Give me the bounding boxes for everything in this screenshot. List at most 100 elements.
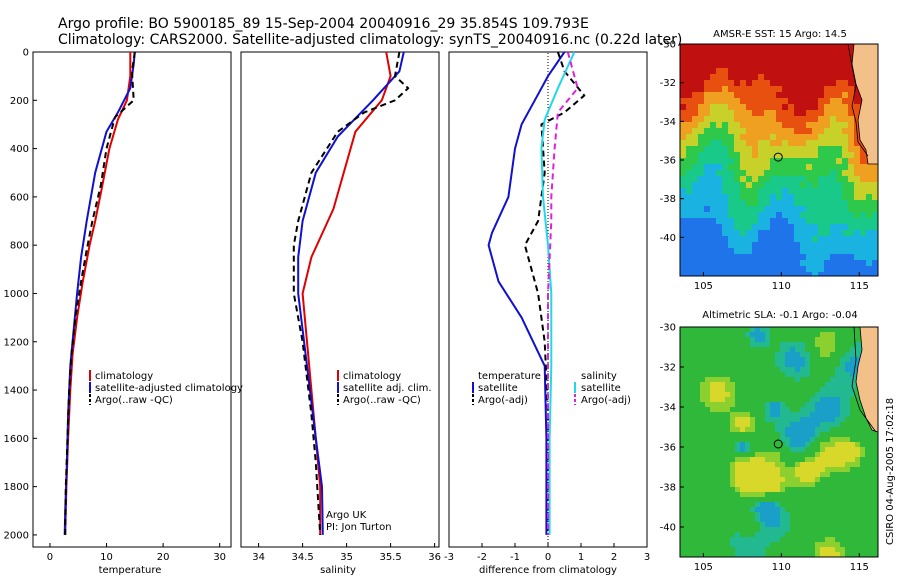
sla-cell	[705, 552, 710, 557]
sla-cell	[855, 327, 860, 332]
sst-cell	[710, 68, 716, 74]
sla-cell	[735, 327, 740, 332]
sst-cell	[776, 152, 782, 158]
sla-cell	[810, 487, 815, 492]
sst-cell	[758, 182, 764, 188]
sla-cell	[720, 422, 725, 427]
sst-cell	[854, 260, 860, 266]
sla-cell	[730, 352, 735, 357]
sla-cell	[770, 522, 775, 527]
sla-cell	[715, 472, 720, 477]
sla-cell	[740, 377, 745, 382]
sla-cell	[845, 432, 850, 437]
sst-cell	[686, 200, 692, 206]
sla-cell	[785, 542, 790, 547]
sst-cell	[746, 182, 752, 188]
sla-cell	[700, 552, 705, 557]
sst-cell	[746, 128, 752, 134]
sst-cell	[776, 98, 782, 104]
sla-cell	[750, 442, 755, 447]
sla-cell	[805, 507, 810, 512]
sst-cell	[782, 188, 788, 194]
sla-cell	[755, 392, 760, 397]
sla-cell	[725, 487, 730, 492]
sst-cell	[794, 266, 800, 272]
sst-cell	[842, 122, 848, 128]
sla-cell	[870, 542, 875, 547]
sst-cell	[860, 152, 866, 158]
sla-cell	[770, 467, 775, 472]
sla-cell	[690, 407, 695, 412]
sst-cell	[740, 62, 746, 68]
sla-cell	[730, 497, 735, 502]
sla-cell	[835, 337, 840, 342]
sst-cell	[836, 62, 842, 68]
sla-cell	[775, 467, 780, 472]
sla-cell	[690, 352, 695, 357]
sla-argo-marker	[773, 439, 783, 449]
sst-cell	[716, 170, 722, 176]
sst-cell	[692, 74, 698, 80]
sst-cell	[860, 218, 866, 224]
sst-cell	[788, 272, 794, 276]
sla-cell	[830, 387, 835, 392]
sst-cell	[740, 92, 746, 98]
sla-cell	[860, 437, 865, 442]
sla-cell	[710, 467, 715, 472]
sla-cell	[845, 552, 850, 557]
sst-cell	[758, 74, 764, 80]
sla-cell	[785, 457, 790, 462]
sla-cell	[765, 412, 770, 417]
temperature-axes-box	[32, 51, 232, 548]
sla-cell	[855, 547, 860, 552]
sla-cell	[725, 497, 730, 502]
sla-cell	[765, 342, 770, 347]
sla-cell	[685, 327, 690, 332]
sla-cell	[760, 542, 765, 547]
sst-cell	[830, 50, 836, 56]
sst-cell	[788, 122, 794, 128]
sla-cell	[840, 467, 845, 472]
sla-cell	[830, 362, 835, 367]
sla-cell	[690, 552, 695, 557]
sla-cell	[800, 417, 805, 422]
sst-cell	[758, 50, 764, 56]
sla-cell	[860, 457, 865, 462]
sla-cell	[750, 522, 755, 527]
sla-cell	[695, 332, 700, 337]
sla-cell	[700, 397, 705, 402]
sla-cell	[690, 457, 695, 462]
sla-cell	[715, 487, 720, 492]
sst-cell	[704, 152, 710, 158]
sst-cell	[794, 152, 800, 158]
sla-cell	[780, 487, 785, 492]
sla-cell	[720, 332, 725, 337]
sst-cell	[716, 188, 722, 194]
sst-cell	[758, 224, 764, 230]
sla-cell	[720, 472, 725, 477]
sst-cell	[848, 44, 854, 50]
sla-cell	[870, 527, 875, 532]
sla-cell	[825, 507, 830, 512]
sla-cell	[760, 372, 765, 377]
sst-cell	[818, 98, 824, 104]
sla-cell	[845, 472, 850, 477]
sst-cell	[764, 188, 770, 194]
sla-cell	[750, 367, 755, 372]
sst-cell	[812, 200, 818, 206]
sla-cell	[825, 352, 830, 357]
sla-cell	[755, 412, 760, 417]
sla-cell	[805, 502, 810, 507]
sst-cell	[794, 62, 800, 68]
sla-cell	[770, 452, 775, 457]
map-y-tick-label: -34	[660, 117, 676, 128]
sst-cell	[776, 194, 782, 200]
sla-cell	[730, 332, 735, 337]
sla-cell	[685, 412, 690, 417]
salinity-xlabel: salinity	[320, 565, 356, 576]
sst-cell	[824, 260, 830, 266]
legend-label-argo: Argo(..raw -QC)	[95, 395, 173, 406]
sla-cell	[685, 482, 690, 487]
sst-cell	[860, 224, 866, 230]
sla-cell	[700, 352, 705, 357]
